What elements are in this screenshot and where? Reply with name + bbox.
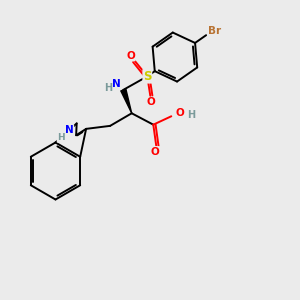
Text: O: O (126, 51, 135, 61)
Text: O: O (176, 108, 185, 118)
Text: Br: Br (208, 26, 221, 36)
Text: O: O (147, 98, 156, 107)
Text: H: H (103, 83, 112, 93)
Text: O: O (150, 147, 159, 157)
Text: N: N (112, 80, 121, 89)
Polygon shape (121, 89, 132, 113)
Text: H: H (187, 110, 195, 120)
Text: S: S (143, 70, 152, 83)
Text: H: H (57, 133, 65, 142)
Text: N: N (65, 125, 74, 135)
